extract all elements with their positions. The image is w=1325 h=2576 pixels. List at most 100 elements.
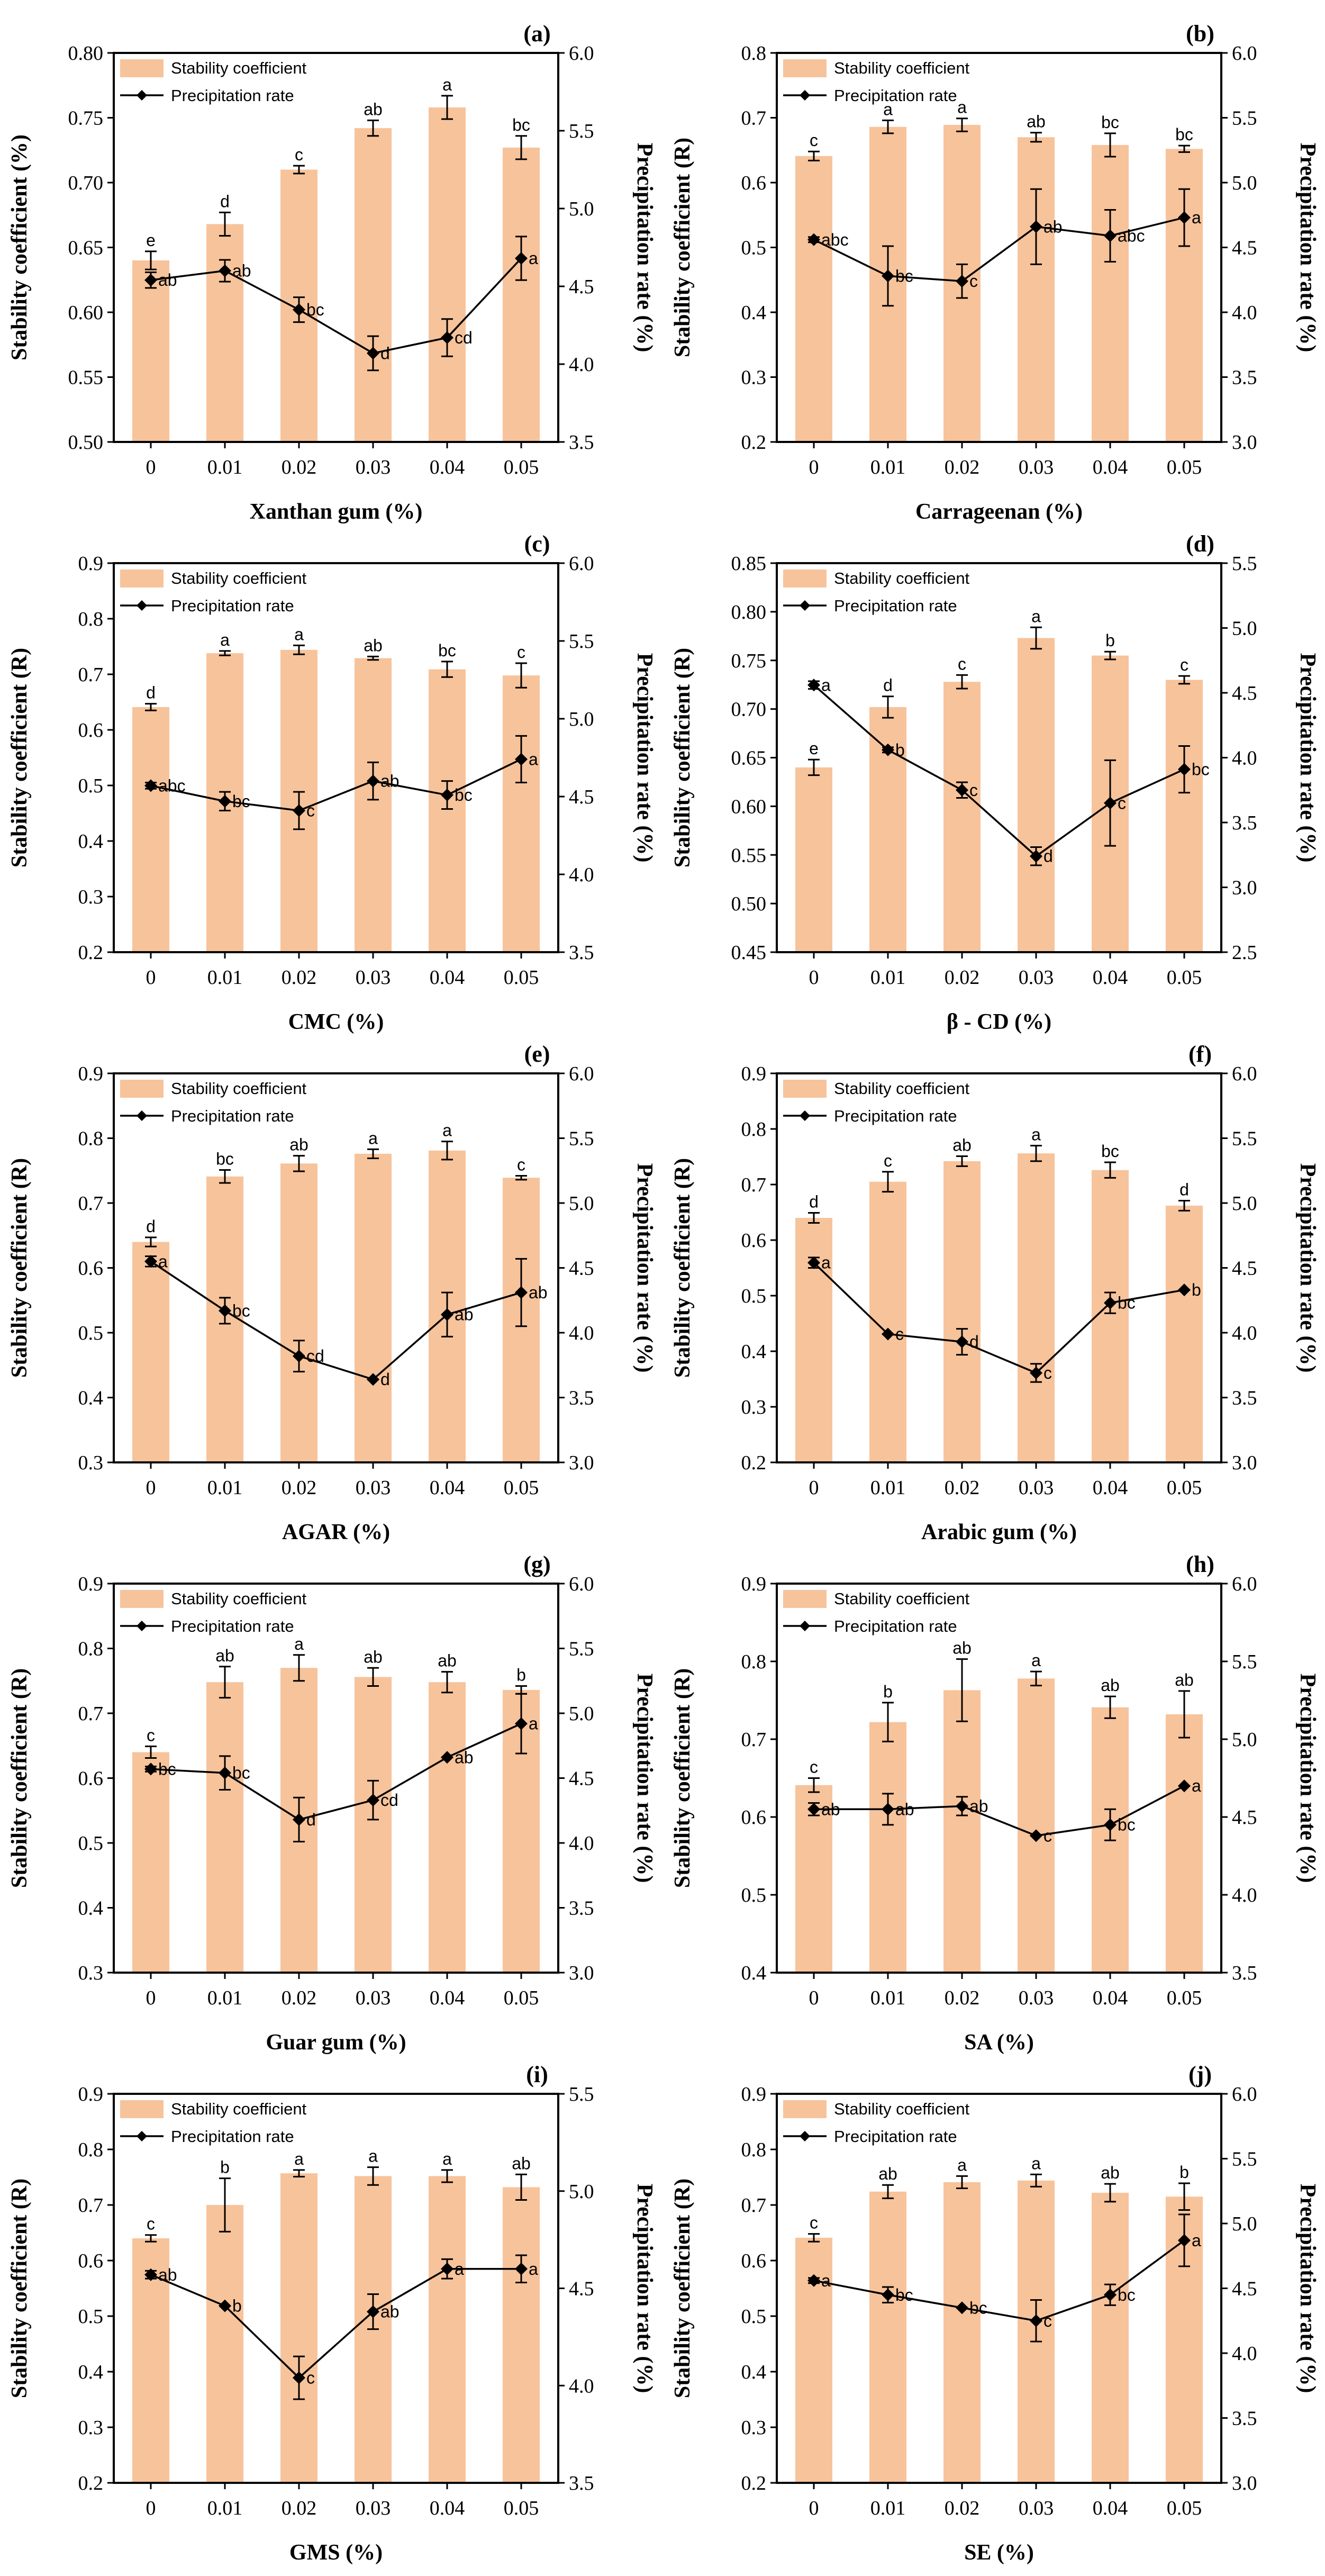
bar-error-bar [293, 2169, 305, 2177]
left-tick-label: 0.60 [731, 796, 767, 818]
point-significance-label: ab [232, 261, 251, 281]
left-tick-label: 0.5 [741, 1884, 767, 1906]
bar-significance-label: ab [364, 636, 383, 655]
bar-significance-label: a [1031, 1651, 1041, 1670]
left-tick-label: 0.3 [78, 1452, 104, 1474]
data-point [956, 1800, 968, 1813]
precipitation-line [813, 216, 1185, 282]
bar-significance-label: bc [1175, 125, 1193, 144]
left-tick-label: 0.5 [78, 1832, 104, 1855]
panel-label: (e) [524, 1041, 550, 1067]
point-significance-label: c [306, 2369, 315, 2388]
left-tick-label: 0.50 [731, 893, 767, 915]
left-tick-label: 0.70 [68, 172, 104, 194]
left-tick-label: 0.60 [68, 302, 104, 324]
left-axis-title: Stability coefficient (R) [670, 1668, 695, 1888]
bar-significance-label: a [442, 1121, 452, 1140]
data-point [1104, 1818, 1117, 1831]
right-tick-label: 3.0 [569, 1962, 594, 1984]
bar [943, 1161, 981, 1462]
point-significance-label: bc [306, 300, 324, 319]
left-tick-label: 0.4 [741, 2361, 767, 2383]
bar-significance-label: c [517, 1155, 525, 1174]
left-axis-title: Stability coefficient (R) [670, 2179, 695, 2398]
bar-significance-label: b [516, 1666, 526, 1685]
legend-bar-label: Stability coefficient [171, 59, 307, 77]
point-significance-label: a [821, 675, 831, 694]
point-significance-label: bc [1118, 1294, 1136, 1313]
chart-panel: c a a ab bc bc abc bc c ab abc a 0.2 0.3 0.4 0.5 0.6 0.7 0… [670, 21, 1320, 524]
precipitation-line [814, 1785, 1185, 1837]
x-tick-label: 0 [146, 1987, 156, 2009]
bar-significance-label: ab [952, 1639, 972, 1658]
right-tick-label: 3.5 [569, 1897, 594, 1920]
bar-significance-label: c [295, 145, 303, 164]
x-tick-label: 0.04 [430, 1987, 465, 2009]
bar-error-bar [1030, 1670, 1042, 1687]
bar [503, 2187, 540, 2483]
bar-error-bar [1030, 2173, 1042, 2188]
right-tick-label: 6.0 [569, 1573, 594, 1595]
right-tick-label: 3.0 [1232, 431, 1257, 454]
data-point [882, 269, 894, 283]
bar [1018, 1153, 1055, 1462]
x-tick-label: 0.04 [1093, 966, 1128, 989]
chart-panel: c b ab a ab ab ab ab ab c bc a 0.4 0.5 0.6 0.7 0.8 0.9 3.5… [670, 1551, 1320, 2055]
bar-error-bar [1104, 650, 1116, 661]
x-tick-label: 0 [146, 456, 156, 478]
right-tick-label: 3.5 [1232, 812, 1257, 834]
bar [355, 1677, 392, 1973]
point-significance-label: bc [158, 1759, 176, 1778]
x-tick-label: 0.03 [356, 456, 391, 478]
x-tick-label: 0 [809, 966, 819, 989]
bar-significance-label: ab [215, 1646, 234, 1665]
point-significance-label: bc [895, 266, 913, 285]
bar-significance-label: bc [438, 641, 456, 660]
right-axis-title: Precipitation rate (%) [1295, 653, 1320, 863]
bar-error-bar [1178, 144, 1190, 153]
plot-frame [776, 562, 1222, 953]
bar-error-bar [1030, 1145, 1042, 1162]
bar [1018, 1678, 1055, 1973]
data-point [956, 1335, 968, 1349]
point-significance-label: ab [158, 270, 177, 290]
left-tick-label: 0.9 [741, 1063, 767, 1085]
left-axis-title: Stability coefficient (R) [7, 648, 32, 867]
bar-significance-label: c [147, 2215, 155, 2234]
x-tick-label: 0.03 [356, 1987, 391, 2009]
point-significance-label: d [306, 1810, 316, 1829]
point-significance-label: a [1192, 1776, 1201, 1795]
left-tick-label: 0.3 [78, 886, 104, 908]
bar [132, 1752, 169, 1973]
bar-error-bar [441, 2169, 453, 2183]
legend-line-label: Precipitation rate [834, 86, 957, 105]
left-tick-label: 0.2 [741, 1452, 767, 1474]
right-tick-label: 5.0 [569, 198, 594, 220]
left-tick-label: 0.5 [78, 775, 104, 797]
bar [355, 128, 392, 442]
bar-significance-label: ab [1101, 2163, 1120, 2182]
x-tick-label: 0.05 [1167, 2497, 1202, 2519]
left-tick-label: 0.3 [741, 367, 767, 389]
bar-error-bar [219, 2177, 231, 2232]
x-tick-label: 0.04 [1093, 1477, 1128, 1499]
data-point [144, 779, 157, 792]
precipitation-line [813, 1262, 1185, 1375]
right-tick-label: 3.0 [569, 1452, 594, 1474]
left-tick-label: 0.6 [78, 1768, 104, 1790]
x-axis-title: Xanthan gum (%) [250, 500, 423, 524]
bar [132, 707, 169, 952]
bar [1018, 638, 1055, 952]
legend-line-label: Precipitation rate [834, 2127, 957, 2146]
bar-error-bar [367, 655, 379, 661]
left-tick-label: 0.4 [78, 1897, 104, 1920]
right-tick-label: 5.5 [1232, 2148, 1257, 2171]
bar-error-bar [956, 117, 968, 132]
point-significance-label: bc [232, 792, 250, 811]
bar [869, 2191, 906, 2483]
data-point [1178, 1779, 1191, 1793]
bar-error-bar [808, 1777, 820, 1793]
bar [206, 2205, 243, 2483]
plot-frame [113, 1072, 559, 1463]
right-tick-label: 4.5 [1232, 237, 1257, 259]
